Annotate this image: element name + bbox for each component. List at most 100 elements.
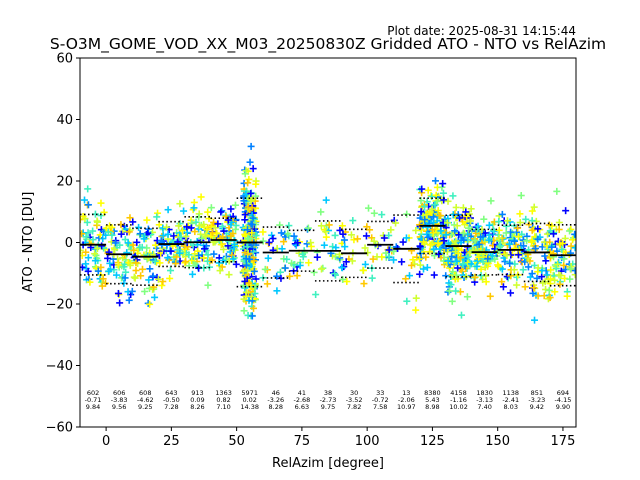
data-point [167,247,175,255]
data-point [204,208,212,216]
data-point [431,201,439,209]
data-point [426,241,434,249]
data-point [207,204,215,212]
data-point [480,215,488,223]
data-point [280,238,288,246]
data-point [84,185,92,193]
data-point [519,266,527,274]
data-point [84,201,92,209]
data-point [473,225,481,233]
x-tick-label: 150 [485,434,510,449]
data-point [373,253,381,261]
data-point [163,223,171,231]
data-point [566,227,574,235]
bin-count-label: 4158 [450,389,467,397]
x-tick-label: 125 [420,434,445,449]
data-point [84,267,92,275]
data-point [385,231,393,239]
data-point [204,251,212,259]
data-point [471,237,479,245]
data-point [434,240,442,248]
bin-count-label: 30 [350,389,358,397]
data-point [213,230,221,238]
data-point [443,219,451,227]
data-point [204,257,212,265]
data-point [164,230,172,238]
chart-title: S-O3M_GOME_VOD_XX_M03_20250830Z Gridded … [50,35,606,54]
bin-count-label: 13 [402,389,410,397]
data-point [453,222,461,230]
data-point [250,215,258,223]
data-point [538,273,546,281]
data-point [232,260,240,268]
data-point [91,257,99,265]
data-point [180,207,188,215]
data-point [495,218,503,226]
data-point [471,273,479,281]
data-point [464,259,472,267]
data-point [515,233,523,241]
data-point [353,235,361,243]
data-point [365,204,373,212]
data-point [164,254,172,262]
data-point [229,255,237,263]
data-point [191,228,199,236]
data-point [259,228,267,236]
data-point [214,220,222,228]
data-point [128,287,136,295]
bin-mean-label: -0.50 [163,396,180,404]
data-point [448,253,456,261]
y-tick-label: 0 [65,236,73,251]
data-point [185,251,193,259]
data-point [444,288,452,296]
data-point [207,223,215,231]
data-point [392,219,400,227]
data-point [481,229,489,237]
bin-count-label: 851 [531,389,543,397]
data-point [531,316,539,324]
data-point [191,253,199,261]
data-point [416,221,424,229]
data-point [215,259,223,267]
data-point [80,252,86,260]
bin-mean-label: 0.82 [216,396,230,404]
data-point [525,221,533,229]
data-point [531,261,539,269]
data-point [94,267,102,275]
data-point [317,222,325,230]
data-point [516,219,524,227]
data-point [329,243,337,251]
data-point [241,170,249,178]
bin-std-label: 8.03 [503,403,517,411]
data-point [512,241,520,249]
data-point [248,312,256,320]
data-point [452,287,460,295]
data-point [283,255,291,263]
bin-count-label: 8380 [424,389,441,397]
data-point [243,243,251,251]
bin-count-label: 913 [191,389,203,397]
data-point [136,230,144,238]
data-point [548,243,556,251]
data-point [198,234,206,242]
data-point [499,283,507,291]
y-tick-label: 60 [56,52,73,67]
data-point [126,214,134,222]
bin-std-label: 9.90 [556,403,570,411]
bin-count-label: 606 [113,389,125,397]
data-point [290,232,298,240]
data-point [116,299,124,307]
data-point [145,276,153,284]
data-point [368,274,376,282]
data-point [465,224,473,232]
x-tick-label: 25 [163,434,180,449]
data-point [378,211,386,219]
data-point [194,247,202,255]
data-point [347,231,355,239]
data-point [250,267,258,275]
data-point [528,270,536,278]
data-point [111,239,119,247]
bin-mean-label: -3.52 [346,396,363,404]
data-point [370,237,378,245]
